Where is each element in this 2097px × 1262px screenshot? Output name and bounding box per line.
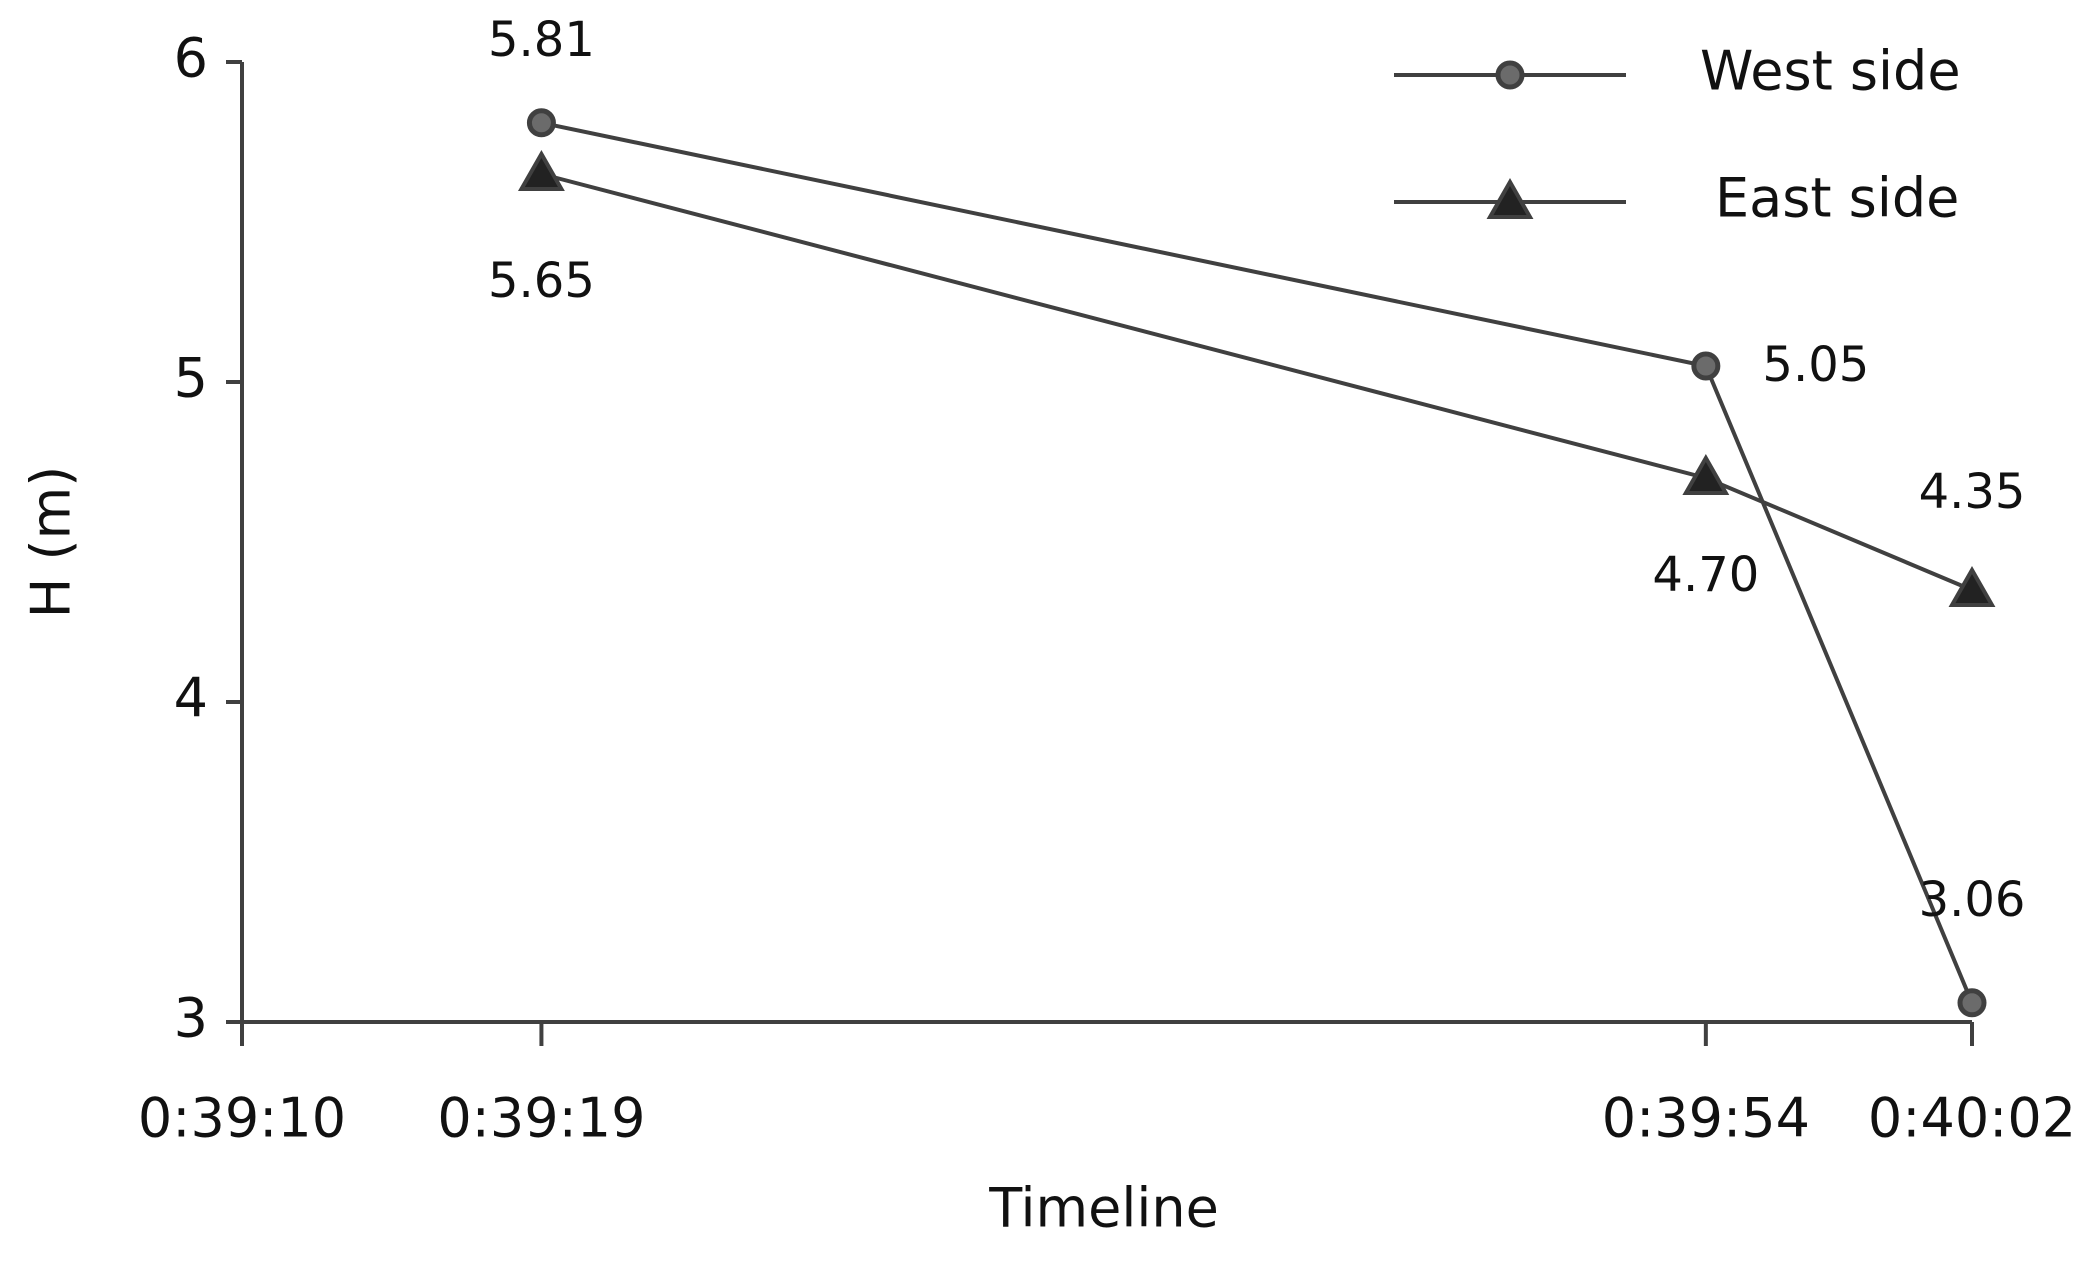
y-tick-label: 3 — [174, 987, 208, 1050]
x-axis-title: Timeline — [988, 1177, 1219, 1240]
data-label: 5.05 — [1762, 337, 1869, 393]
data-point — [1957, 988, 1987, 1018]
y-axis-title: H (m) — [20, 466, 83, 619]
legend-marker — [1495, 60, 1525, 90]
x-tick-label: 0:40:02 — [1868, 1087, 2076, 1150]
series-line — [540, 172, 1973, 592]
data-point — [526, 108, 556, 138]
y-tick-label: 6 — [174, 27, 208, 90]
data-label: 3.06 — [1919, 872, 2026, 928]
legend-label: East side — [1715, 167, 1959, 230]
y-tick-label: 5 — [174, 347, 208, 410]
data-point — [517, 149, 565, 191]
data-point — [1948, 565, 1996, 607]
x-tick-label: 0:39:10 — [138, 1087, 346, 1150]
data-label: 4.35 — [1919, 464, 2026, 520]
legend-marker — [1486, 177, 1534, 219]
data-label: 5.81 — [488, 12, 595, 68]
x-tick-label: 0:39:54 — [1602, 1087, 1810, 1150]
data-label: 4.70 — [1652, 547, 1759, 603]
data-point — [1682, 453, 1730, 495]
y-tick-label: 4 — [174, 667, 208, 730]
x-tick-label: 0:39:19 — [437, 1087, 645, 1150]
data-label: 5.65 — [488, 253, 595, 309]
data-point — [1691, 351, 1721, 381]
legend-label: West side — [1700, 40, 1961, 103]
